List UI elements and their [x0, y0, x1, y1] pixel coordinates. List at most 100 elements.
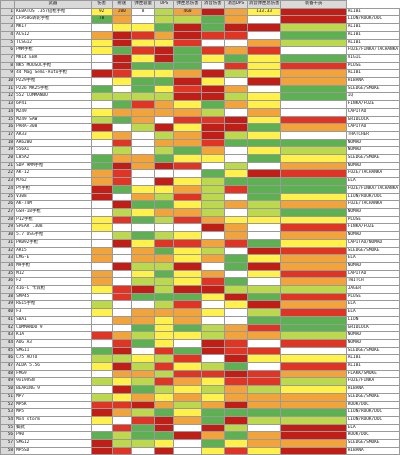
stat-cell[interactable] — [131, 161, 156, 171]
operators-cell[interactable]: FUZE/FINKA — [345, 377, 400, 387]
weapon-name-cell[interactable]: AR6200 — [14, 138, 92, 148]
stat-cell[interactable] — [200, 123, 225, 132]
operators-cell[interactable]: PLUSE — [345, 292, 400, 302]
operators-cell[interactable]: FUZE/TACHANKA — [345, 200, 400, 209]
stat-cell[interactable] — [131, 400, 156, 410]
stat-cell[interactable] — [280, 146, 347, 156]
stat-cell[interactable] — [173, 123, 202, 132]
stat-cell[interactable] — [90, 177, 113, 186]
stat-cell[interactable] — [280, 231, 347, 240]
stat-cell[interactable] — [200, 408, 225, 417]
stat-cell[interactable] — [200, 38, 225, 48]
stat-cell[interactable] — [223, 362, 248, 371]
stat-cell[interactable] — [154, 38, 175, 48]
weapon-name-cell[interactable]: ALDA 5.56 — [14, 362, 92, 371]
stat-cell[interactable] — [111, 161, 133, 171]
stat-cell[interactable] — [131, 146, 156, 156]
stat-cell[interactable] — [154, 369, 175, 379]
stat-cell[interactable] — [246, 354, 282, 364]
weapon-name-cell[interactable]: AK-12 — [14, 169, 92, 179]
stat-cell[interactable] — [173, 308, 202, 317]
stat-cell[interactable] — [246, 300, 282, 310]
operators-cell[interactable]: THATCHER — [345, 130, 400, 140]
table-row[interactable]: 5 TCSG12 ALIBI — [0, 38, 400, 48]
stat-cell[interactable] — [200, 323, 225, 333]
stat-cell[interactable] — [223, 415, 248, 425]
stat-cell[interactable] — [90, 377, 113, 387]
stat-cell[interactable] — [154, 300, 175, 310]
stat-cell[interactable] — [173, 300, 202, 310]
stat-cell[interactable] — [131, 192, 156, 202]
stat-cell[interactable] — [223, 130, 248, 140]
stat-cell[interactable] — [280, 130, 347, 140]
stat-cell[interactable] — [280, 208, 347, 217]
stat-cell[interactable] — [90, 439, 113, 448]
operators-cell[interactable]: SLEDGE/SMOKE — [345, 439, 400, 448]
stat-cell[interactable] — [246, 392, 282, 402]
stat-cell[interactable] — [280, 215, 347, 225]
stat-cell[interactable] — [223, 369, 248, 379]
stat-cell[interactable] — [154, 238, 175, 248]
operators-cell[interactable]: FLAKK/SMOKE — [345, 369, 400, 379]
table-row[interactable]: 57 SMG12 SLEDGE/SMOKE — [0, 439, 400, 448]
stat-cell[interactable] — [131, 69, 156, 79]
stat-cell[interactable] — [131, 215, 156, 225]
table-row[interactable]: 50 BEARING 9 HIBANA — [0, 385, 400, 394]
stat-cell[interactable] — [223, 15, 248, 25]
weapon-name-cell[interactable]: L85A2 — [14, 154, 92, 163]
stat-cell[interactable] — [154, 292, 175, 302]
stat-cell[interactable] — [90, 184, 113, 194]
stat-cell[interactable] — [173, 30, 202, 40]
stat-cell[interactable] — [280, 38, 347, 48]
stat-cell[interactable] — [131, 261, 156, 271]
stat-cell[interactable] — [90, 277, 113, 286]
stat-cell[interactable] — [246, 369, 282, 379]
stat-cell[interactable] — [246, 146, 282, 156]
stat-cell[interactable] — [173, 231, 202, 240]
stat-cell[interactable] — [111, 184, 133, 194]
header-suppressed-dps[interactable]: 消音DPS — [223, 0, 248, 9]
header-damage[interactable]: 伤害 — [90, 0, 113, 9]
stat-cell[interactable] — [131, 84, 156, 94]
stat-cell[interactable] — [131, 338, 156, 348]
stat-cell[interactable] — [173, 69, 202, 79]
weapon-name-cell[interactable]: M762 — [14, 177, 92, 186]
stat-cell[interactable] — [131, 254, 156, 263]
stat-cell[interactable] — [111, 415, 133, 425]
stat-cell[interactable] — [154, 69, 175, 79]
stat-cell[interactable] — [154, 15, 175, 25]
weapon-name-cell[interactable]: 556XI — [14, 146, 92, 156]
stat-cell[interactable] — [246, 107, 282, 117]
stat-cell[interactable] — [246, 123, 282, 132]
stat-cell[interactable] — [111, 38, 133, 48]
stat-cell[interactable] — [280, 415, 347, 425]
stat-cell[interactable] — [173, 23, 202, 32]
stat-cell[interactable] — [280, 338, 347, 348]
stat-cell[interactable] — [154, 261, 175, 271]
stat-cell[interactable] — [173, 323, 202, 333]
stat-cell[interactable] — [173, 223, 202, 233]
stat-cell[interactable] — [246, 292, 282, 302]
weapon-name-cell[interactable]: PRB92手枪 — [14, 238, 92, 248]
stat-cell[interactable] — [200, 115, 225, 125]
stat-cell[interactable] — [200, 246, 225, 256]
stat-cell[interactable] — [131, 184, 156, 194]
stat-cell[interactable] — [154, 354, 175, 364]
stat-cell[interactable] — [246, 177, 282, 186]
weapon-name-cell[interactable]: AR33 — [14, 130, 92, 140]
stat-cell[interactable] — [173, 46, 202, 55]
stat-cell[interactable] — [280, 269, 347, 279]
table-row[interactable]: 10 PZ29手枪 HIBANA — [0, 77, 400, 86]
stat-cell[interactable] — [154, 439, 175, 448]
stat-cell[interactable]: 92 — [90, 7, 113, 17]
stat-cell[interactable] — [90, 285, 113, 294]
stat-cell[interactable] — [173, 261, 202, 271]
weapon-name-cell[interactable]: SMG12 — [14, 439, 92, 448]
stat-cell[interactable] — [173, 338, 202, 348]
stat-cell[interactable] — [90, 408, 113, 417]
operators-cell[interactable]: FUZE/TACHANKA — [345, 169, 400, 179]
stat-cell[interactable] — [111, 177, 133, 186]
operators-cell[interactable]: CAPITAO — [345, 123, 400, 132]
stat-cell[interactable] — [246, 154, 282, 163]
stat-cell[interactable] — [200, 23, 225, 32]
